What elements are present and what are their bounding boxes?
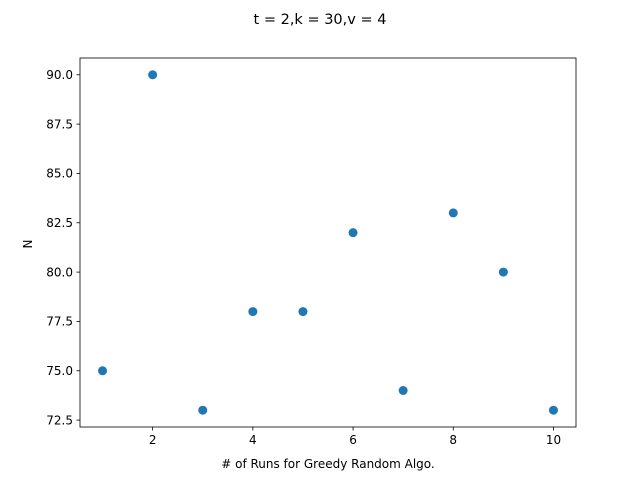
data-point-2 (148, 70, 158, 80)
y-tick-label-6: 87.5 (46, 117, 73, 131)
x-tick-label-8: 8 (449, 433, 457, 447)
plot-area: 2 4 6 8 10 72.5 75.0 77.5 80.0 82.5 85.0 87.5 90.0 (46, 57, 577, 447)
data-point-4 (248, 307, 258, 317)
y-tick-label-2: 77.5 (46, 315, 73, 329)
plot-frame (79, 57, 577, 428)
data-point-1 (98, 366, 108, 376)
data-point-7 (398, 385, 408, 395)
y-tick-label-3: 80.0 (46, 265, 73, 279)
data-point-6 (348, 228, 358, 238)
y-tick-label-4: 82.5 (46, 216, 73, 230)
x-tick-label-4: 4 (249, 433, 257, 447)
data-point-5 (298, 307, 308, 317)
data-point-3 (198, 405, 208, 415)
x-tick-label-6: 6 (349, 433, 357, 447)
y-tick-label-5: 85.0 (46, 167, 73, 181)
y-tick-label-7: 90.0 (46, 68, 73, 82)
chart-title: t = 2,k = 30,v = 4 (254, 12, 387, 28)
x-tick-label-10: 10 (546, 433, 561, 447)
y-tick-label-0: 72.5 (46, 413, 73, 427)
data-point-8 (448, 208, 458, 218)
data-point-9 (498, 267, 508, 277)
y-axis-label: N (21, 240, 35, 249)
data-point-10 (548, 405, 558, 415)
x-axis-label: # of Runs for Greedy Random Algo. (221, 457, 435, 471)
y-tick-label-1: 75.0 (46, 364, 73, 378)
x-tick-label-2: 2 (149, 433, 157, 447)
